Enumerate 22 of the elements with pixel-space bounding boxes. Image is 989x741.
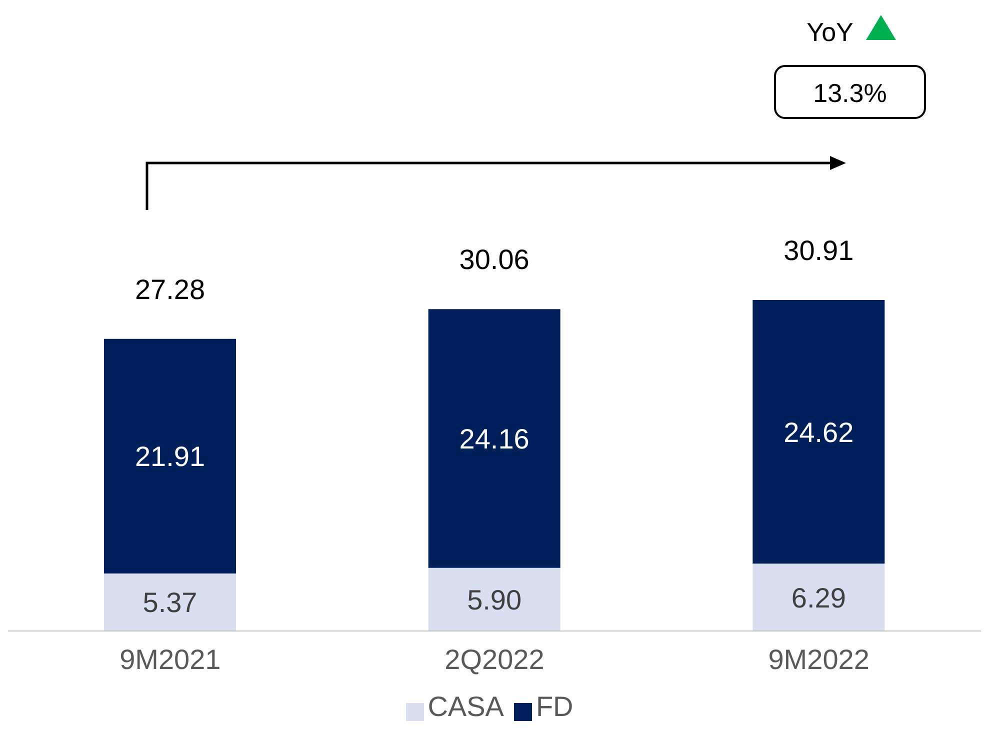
data-label: 24.62: [784, 416, 854, 448]
data-label: 5.90: [467, 584, 522, 616]
total-label: 27.28: [134, 274, 206, 305]
x-tick-label: 9M2022: [768, 644, 870, 675]
total-label: 30.91: [784, 235, 854, 266]
x-tick-label: 9M2021: [120, 644, 221, 675]
data-label: 5.37: [142, 587, 198, 618]
text: YoY: [806, 17, 854, 47]
total-label: 30.06: [459, 244, 530, 276]
data-label: 21.91: [134, 441, 206, 472]
bar: [752, 300, 885, 564]
bar: [428, 568, 560, 631]
legend-label: CASA: [428, 691, 504, 722]
bar: [104, 573, 236, 631]
bar: [104, 338, 236, 574]
bar: [752, 564, 885, 631]
data-label: 6.29: [791, 582, 846, 614]
bar: [428, 309, 560, 568]
text: 13.3%: [813, 78, 887, 108]
x-tick-label: 2Q2022: [444, 644, 544, 675]
data-label: 24.16: [459, 423, 530, 454]
legend-label: FD: [536, 691, 574, 722]
